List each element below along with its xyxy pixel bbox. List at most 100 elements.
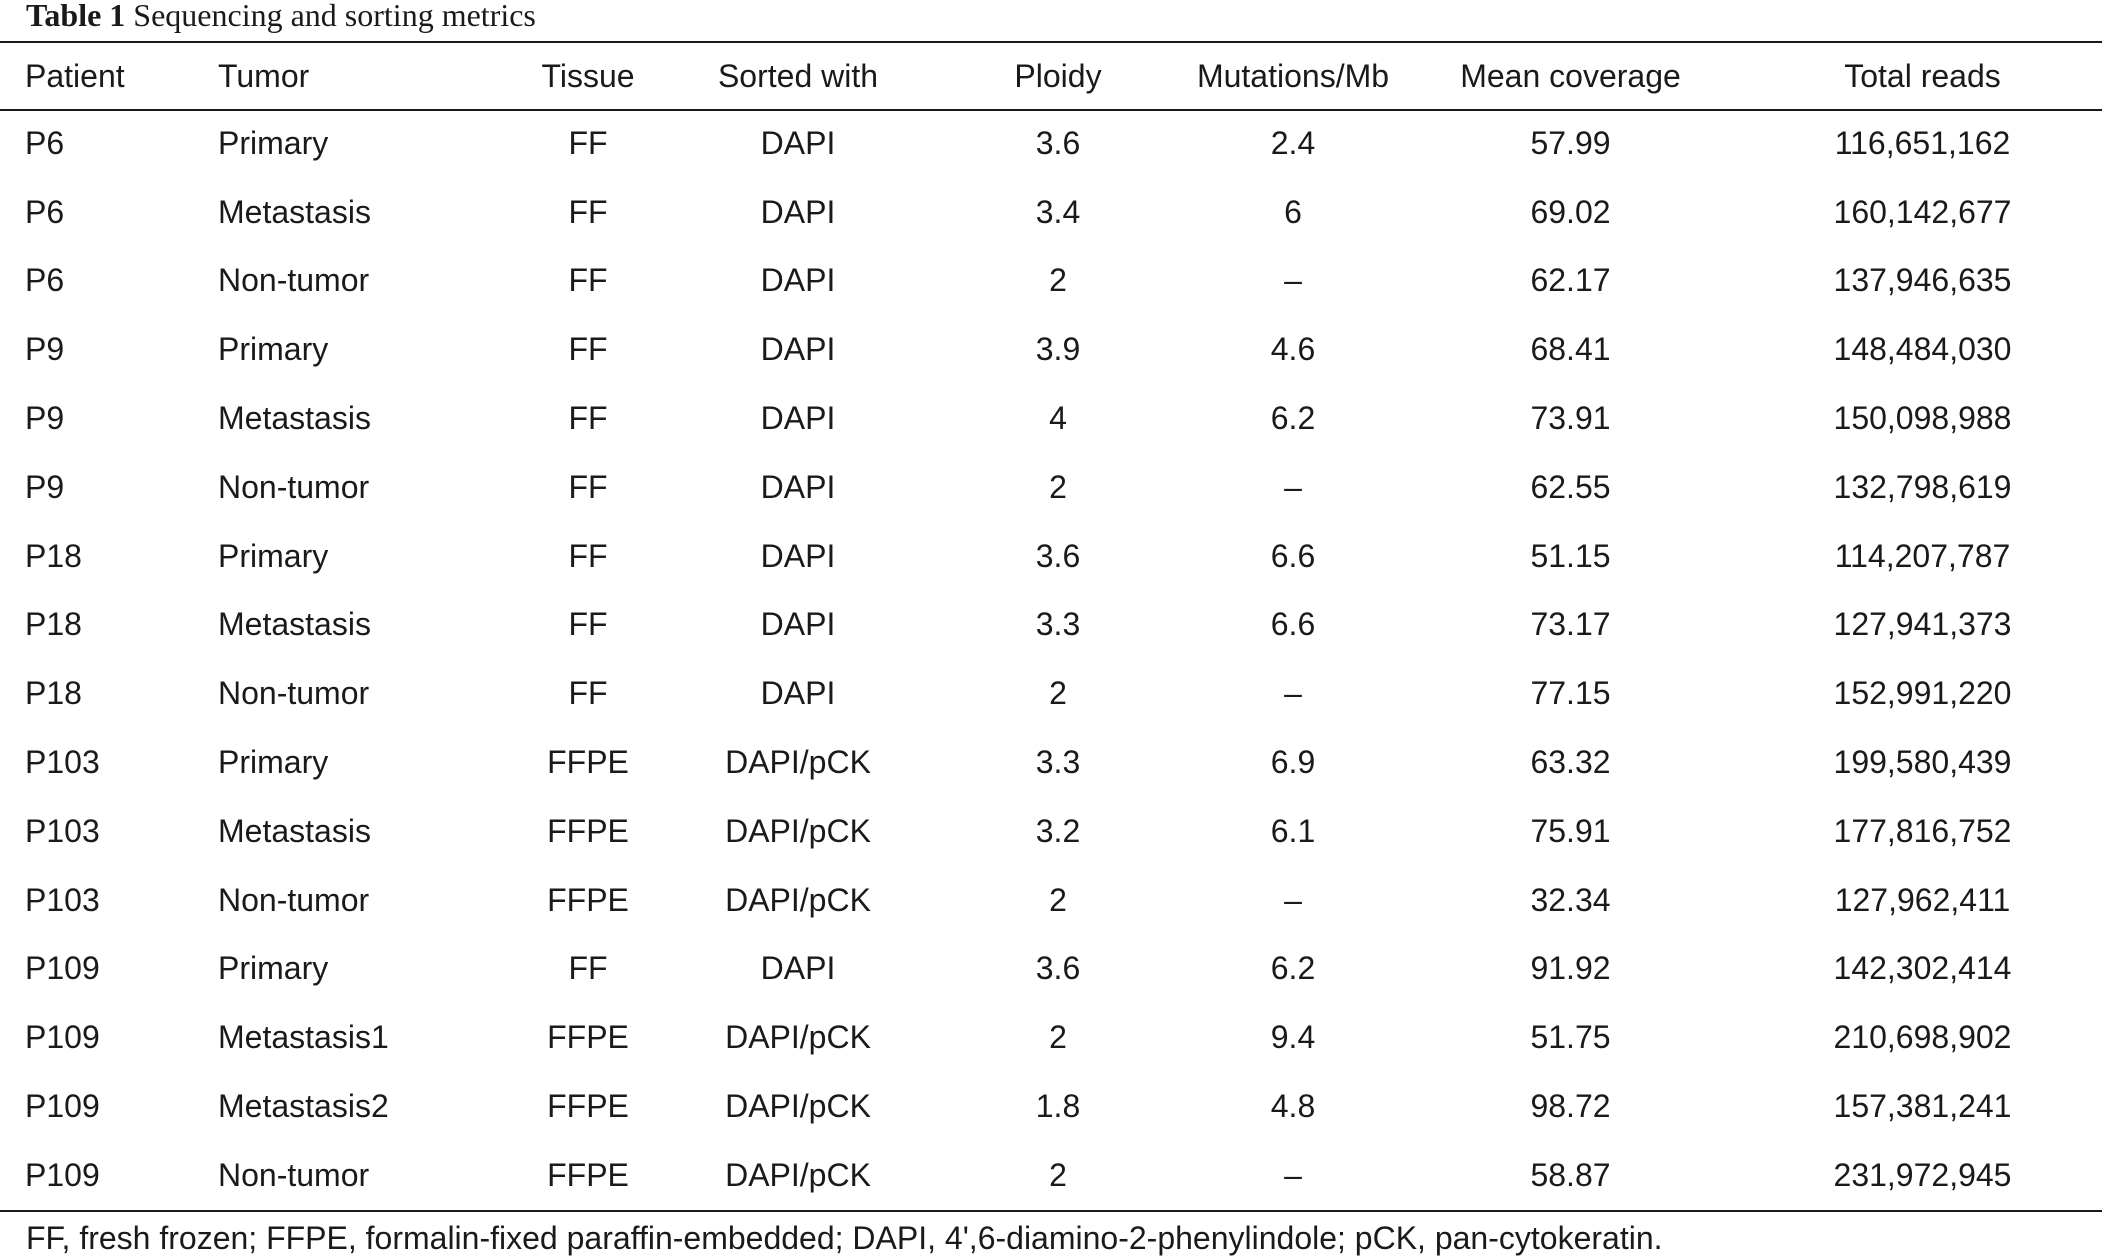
ploidy-cell: 2 [1049,675,1067,712]
sorted-with-cell: DAPI [760,468,836,505]
mutations-per-mb-cell: – [1284,468,1302,505]
mutations-per-mb-cell: 6.2 [1270,950,1316,987]
table-row: P103 Primary FFPE DAPI/pCK 3.3 6.9 63.32 199,58… [0,728,2102,797]
patient-cell: P9 [25,331,65,368]
ploidy-cell: 2 [1049,1156,1067,1193]
total-reads-cell: 142,302,414 [1833,950,2012,987]
table-header-rule [0,109,2102,111]
table-row: P6 Metastasis FF DAPI 3.4 6 69.02 160,142,677 [0,178,2102,247]
ploidy-cell: 3.6 [1035,950,1081,987]
patient-cell: P18 [25,537,82,574]
table-row: P103 Non-tumor FFPE DAPI/pCK 2 – 32.34 127,962,… [0,866,2102,935]
column-header-mutations-per-mb: Mutations/Mb [1196,57,1390,94]
sorted-with-cell: DAPI/pCK [725,744,871,781]
sorted-with-cell: DAPI [760,675,836,712]
sorted-with-cell: DAPI [760,124,836,161]
total-reads-cell: 152,991,220 [1833,675,2012,712]
tissue-cell: FFPE [547,1088,629,1125]
total-reads-cell: 148,484,030 [1833,331,2012,368]
tissue-cell: FF [568,124,608,161]
mutations-per-mb-cell: – [1284,262,1302,299]
metrics-table: Patient Tumor Tissue Sorted with Ploidy … [0,43,2102,1210]
mutations-per-mb-cell: 6.9 [1270,744,1316,781]
ploidy-cell: 3.6 [1035,124,1081,161]
patient-cell: P103 [25,881,100,918]
total-reads-cell: 231,972,945 [1833,1156,2012,1193]
table-row: P6 Non-tumor FF DAPI 2 – 62.17 137,946,635 [0,247,2102,316]
patient-cell: P109 [25,1156,100,1193]
mean-coverage-cell: 51.15 [1530,537,1611,574]
mean-coverage-cell: 63.32 [1530,744,1611,781]
tissue-cell: FFPE [547,744,629,781]
mutations-per-mb-cell: 2.4 [1270,124,1316,161]
table-body: P6 Primary FF DAPI 3.6 2.4 57.99 116,651,162 P6 M… [0,109,2102,1210]
table-row: P109 Metastasis1 FFPE DAPI/pCK 2 9.4 51.75 210,… [0,1003,2102,1072]
mean-coverage-cell: 73.91 [1530,400,1611,437]
mean-coverage-cell: 73.17 [1530,606,1611,643]
table-caption: Table 1 Sequencing and sorting metrics [26,0,536,36]
sorted-with-cell: DAPI [760,400,836,437]
mean-coverage-cell: 75.91 [1530,812,1611,849]
mutations-per-mb-cell: 9.4 [1270,1019,1316,1056]
tumor-cell: Non-tumor [218,262,370,299]
patient-cell: P6 [25,124,65,161]
column-header-patient: Patient [25,57,125,94]
sorted-with-cell: DAPI/pCK [725,1156,871,1193]
tumor-cell: Primary [218,124,329,161]
total-reads-cell: 160,142,677 [1833,193,2012,230]
mean-coverage-cell: 58.87 [1530,1156,1611,1193]
ploidy-cell: 2 [1049,262,1067,299]
tumor-cell: Non-tumor [218,675,370,712]
table-top-rule [0,41,2102,43]
table-row: P9 Primary FF DAPI 3.9 4.6 68.41 148,484,030 [0,315,2102,384]
total-reads-cell: 127,941,373 [1833,606,2012,643]
table-row: P6 Primary FF DAPI 3.6 2.4 57.99 116,651,162 [0,109,2102,178]
ploidy-cell: 2 [1049,881,1067,918]
ploidy-cell: 2 [1049,468,1067,505]
sorted-with-cell: DAPI [760,262,836,299]
table-caption-title: Sequencing and sorting metrics [133,0,536,33]
table-row: P109 Metastasis2 FFPE DAPI/pCK 1.8 4.8 98.72 15… [0,1072,2102,1141]
sorted-with-cell: DAPI [760,950,836,987]
tissue-cell: FF [568,537,608,574]
mutations-per-mb-cell: 6.6 [1270,606,1316,643]
mutations-per-mb-cell: – [1284,881,1302,918]
patient-cell: P9 [25,468,65,505]
patient-cell: P103 [25,812,100,849]
table-row: P18 Primary FF DAPI 3.6 6.6 51.15 114,207,787 [0,522,2102,591]
ploidy-cell: 4 [1049,400,1067,437]
sorted-with-cell: DAPI/pCK [725,1088,871,1125]
ploidy-cell: 3.3 [1035,606,1081,643]
tissue-cell: FFPE [547,812,629,849]
mean-coverage-cell: 62.17 [1530,262,1611,299]
tissue-cell: FF [568,262,608,299]
ploidy-cell: 3.3 [1035,744,1081,781]
mutations-per-mb-cell: 6.6 [1270,537,1316,574]
sorted-with-cell: DAPI [760,193,836,230]
tissue-cell: FF [568,331,608,368]
mutations-per-mb-cell: 6.2 [1270,400,1316,437]
patient-cell: P109 [25,950,100,987]
tissue-cell: FF [568,675,608,712]
tumor-cell: Metastasis [218,400,371,437]
column-header-tissue: Tissue [541,57,635,94]
table-row: P9 Metastasis FF DAPI 4 6.2 73.91 150,098,988 [0,384,2102,453]
total-reads-cell: 199,580,439 [1833,744,2012,781]
ploidy-cell: 3.4 [1035,193,1081,230]
mutations-per-mb-cell: 4.6 [1270,331,1316,368]
tissue-cell: FF [568,193,608,230]
tumor-cell: Non-tumor [218,1156,370,1193]
total-reads-cell: 210,698,902 [1833,1019,2012,1056]
patient-cell: P6 [25,262,65,299]
table-header-row: Patient Tumor Tissue Sorted with Ploidy … [0,43,2102,109]
ploidy-cell: 1.8 [1035,1088,1081,1125]
tumor-cell: Metastasis [218,606,371,643]
tumor-cell: Metastasis1 [218,1019,389,1056]
mean-coverage-cell: 98.72 [1530,1088,1611,1125]
column-header-sorted-with: Sorted with [717,57,879,94]
total-reads-cell: 177,816,752 [1833,812,2012,849]
tumor-cell: Primary [218,950,329,987]
table-row: P109 Primary FF DAPI 3.6 6.2 91.92 142,302,414 [0,935,2102,1004]
total-reads-cell: 116,651,162 [1834,124,2011,161]
tumor-cell: Metastasis [218,812,371,849]
